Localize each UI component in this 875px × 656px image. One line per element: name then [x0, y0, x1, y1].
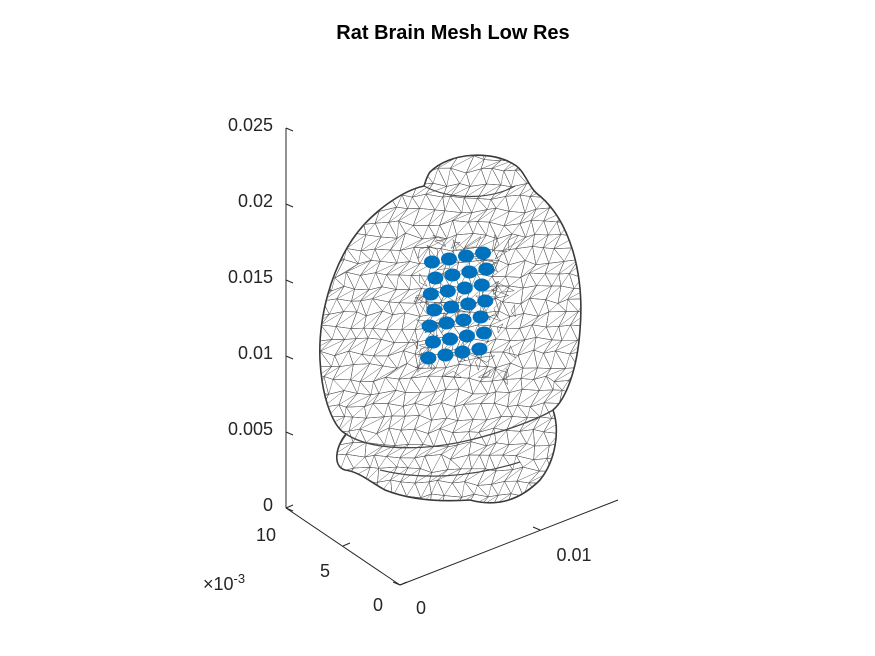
- electrode-marker: [440, 285, 456, 298]
- electrode-marker: [460, 298, 476, 311]
- x-tick-label: 0.01: [556, 545, 591, 565]
- electrode-marker: [456, 314, 472, 327]
- z-tick-label: 0: [263, 495, 273, 515]
- electrode-marker: [459, 330, 475, 343]
- electrode-marker: [424, 256, 440, 269]
- electrode-marker: [423, 288, 439, 301]
- z-tick-label: 0.02: [238, 191, 273, 211]
- electrode-marker: [474, 279, 490, 292]
- electrode-marker: [476, 327, 492, 340]
- y-tick-label: 0: [373, 595, 383, 615]
- y-axis-line: [286, 508, 400, 585]
- chart-title: Rat Brain Mesh Low Res: [336, 22, 569, 44]
- z-ticks: 0.025 0.02 0.015 0.01 0.005 0: [228, 115, 293, 515]
- z-tick-mark: [286, 356, 293, 359]
- electrode-marker: [454, 346, 470, 359]
- electrode-marker: [475, 247, 491, 260]
- brain-mesh-outline: [320, 155, 581, 503]
- brain-mesh: [307, 142, 605, 512]
- electrode-marker: [437, 349, 453, 362]
- z-tick-mark: [286, 204, 293, 207]
- x-tick-label: 0: [416, 598, 426, 618]
- y-exponent-label: ×10-3: [203, 571, 245, 594]
- z-tick-mark: [286, 280, 293, 283]
- x-tick-mark: [533, 527, 540, 530]
- electrode-marker: [478, 263, 494, 276]
- z-tick-label: 0.015: [228, 267, 273, 287]
- z-tick-label: 0.025: [228, 115, 273, 135]
- y-exponent-base: ×10: [203, 574, 234, 594]
- electrode-marker: [427, 272, 443, 285]
- z-tick-mark: [286, 432, 293, 435]
- y-ticks: 10 5 0 ×10-3: [203, 505, 407, 615]
- y-tick-mark: [400, 582, 407, 585]
- electrode-marker: [425, 336, 441, 349]
- z-tick-label: 0.005: [228, 419, 273, 439]
- electrode-marker: [457, 282, 473, 295]
- electrode-marker: [477, 295, 493, 308]
- y-tick-label: 10: [256, 525, 276, 545]
- electrode-marker: [439, 317, 455, 330]
- x-ticks: 0 0.01: [393, 527, 592, 618]
- z-tick-label: 0.01: [238, 343, 273, 363]
- y-tick-label: 5: [320, 561, 330, 581]
- electrode-marker: [442, 333, 458, 346]
- electrode-marker: [444, 269, 460, 282]
- x-axis-line: [400, 500, 618, 585]
- electrode-marker: [443, 301, 459, 314]
- z-tick-mark: [286, 128, 293, 131]
- electrode-marker: [461, 266, 477, 279]
- electrode-marker: [420, 352, 436, 365]
- electrode-marker: [422, 320, 438, 333]
- electrode-marker: [426, 304, 442, 317]
- y-tick-mark: [343, 543, 350, 546]
- y-exponent-power: -3: [234, 571, 246, 586]
- electrode-marker: [441, 253, 457, 266]
- y-tick-mark: [286, 505, 293, 508]
- electrode-marker: [458, 250, 474, 263]
- electrode-marker: [473, 311, 489, 324]
- electrode-marker: [471, 343, 487, 356]
